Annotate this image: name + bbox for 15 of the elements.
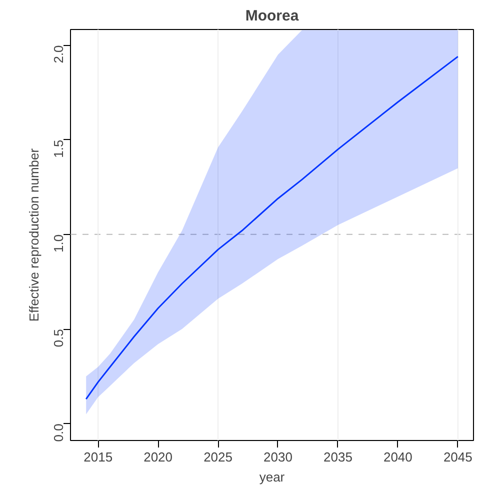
y-tick-label: 0.5 [51,329,66,348]
x-tick-label: 2040 [383,450,412,464]
x-tick-label: 2045 [443,450,472,464]
x-tick-label: 2030 [264,450,292,464]
x-tick-label: 2025 [204,450,232,464]
y-tick-label: 2.0 [51,45,66,64]
y-axis-title: Effective reproduction number [26,148,42,322]
y-tick-label: 1.0 [51,234,66,253]
x-tick-label: 2035 [324,450,352,464]
x-tick-label: 2020 [144,450,173,464]
x-axis-title: year [259,470,286,484]
y-tick-label: 0.0 [51,424,66,442]
y-tick-label: 1.5 [51,140,66,158]
x-tick-label: 2015 [84,450,113,464]
chart-title: Moorea [245,8,300,24]
